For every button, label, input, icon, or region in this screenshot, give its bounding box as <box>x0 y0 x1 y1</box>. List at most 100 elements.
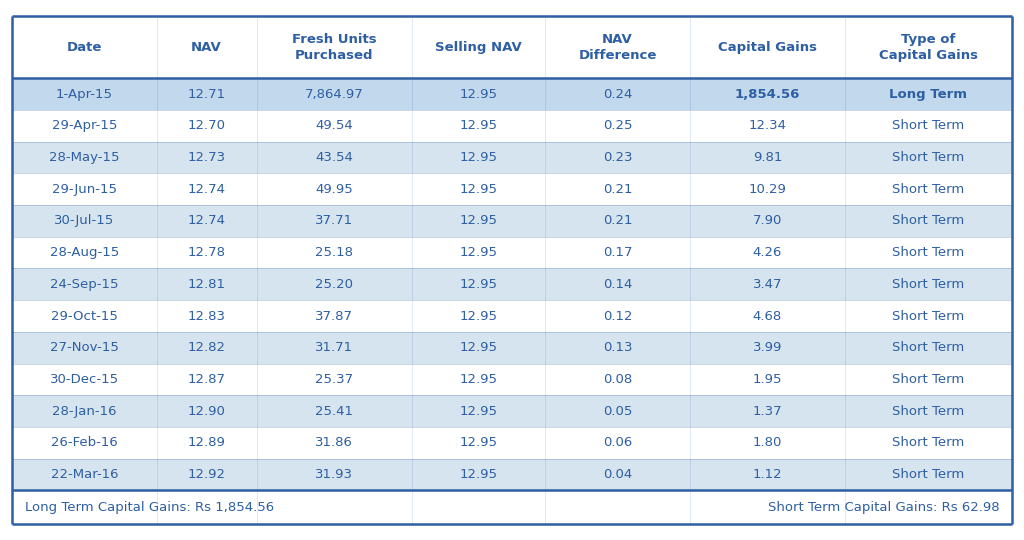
Text: NAV
Difference: NAV Difference <box>579 33 656 62</box>
Text: 26-Feb-16: 26-Feb-16 <box>51 436 118 449</box>
Text: 12.70: 12.70 <box>187 119 225 132</box>
Text: Short Term: Short Term <box>892 183 965 195</box>
Text: 31.93: 31.93 <box>315 468 353 481</box>
Text: 49.54: 49.54 <box>315 119 353 132</box>
Bar <box>12 237 1012 268</box>
Text: Short Term: Short Term <box>892 404 965 417</box>
Text: 0.08: 0.08 <box>603 373 632 386</box>
Text: Long Term Capital Gains: Rs 1,854.56: Long Term Capital Gains: Rs 1,854.56 <box>25 501 273 514</box>
Text: Date: Date <box>67 40 102 54</box>
Text: 12.95: 12.95 <box>460 341 498 354</box>
Bar <box>12 141 1012 173</box>
Text: 12.95: 12.95 <box>460 151 498 164</box>
Bar <box>12 395 1012 427</box>
Text: 28-May-15: 28-May-15 <box>49 151 120 164</box>
Bar <box>12 268 1012 300</box>
Text: 12.83: 12.83 <box>187 309 225 322</box>
Text: Fresh Units
Purchased: Fresh Units Purchased <box>292 33 377 62</box>
Text: 12.95: 12.95 <box>460 404 498 417</box>
Text: 0.04: 0.04 <box>603 468 632 481</box>
Text: Short Term: Short Term <box>892 214 965 227</box>
Bar <box>12 78 1012 110</box>
Text: 12.71: 12.71 <box>187 87 225 100</box>
Text: 37.87: 37.87 <box>315 309 353 322</box>
Text: 12.95: 12.95 <box>460 246 498 259</box>
Text: 29-Jun-15: 29-Jun-15 <box>52 183 117 195</box>
Text: 12.95: 12.95 <box>460 214 498 227</box>
Text: 10.29: 10.29 <box>749 183 786 195</box>
Text: 12.95: 12.95 <box>460 119 498 132</box>
Text: 12.95: 12.95 <box>460 468 498 481</box>
Text: Short Term: Short Term <box>892 278 965 291</box>
Text: Capital Gains: Capital Gains <box>718 40 817 54</box>
Text: 12.95: 12.95 <box>460 183 498 195</box>
Text: 0.17: 0.17 <box>603 246 632 259</box>
Text: 12.89: 12.89 <box>187 436 225 449</box>
Text: 22-Mar-16: 22-Mar-16 <box>51 468 118 481</box>
Bar <box>12 16 1012 78</box>
Text: 0.12: 0.12 <box>603 309 632 322</box>
Text: 25.37: 25.37 <box>315 373 353 386</box>
Bar <box>12 300 1012 332</box>
Text: Short Term Capital Gains: Rs 62.98: Short Term Capital Gains: Rs 62.98 <box>768 501 999 514</box>
Text: Selling NAV: Selling NAV <box>435 40 522 54</box>
Text: 28-Jan-16: 28-Jan-16 <box>52 404 117 417</box>
Text: 0.06: 0.06 <box>603 436 632 449</box>
Text: 1.12: 1.12 <box>753 468 782 481</box>
Text: 0.13: 0.13 <box>603 341 632 354</box>
Text: 1,854.56: 1,854.56 <box>735 87 800 100</box>
Bar <box>12 458 1012 490</box>
Text: 12.95: 12.95 <box>460 278 498 291</box>
Text: NAV: NAV <box>191 40 222 54</box>
Text: 28-Aug-15: 28-Aug-15 <box>50 246 119 259</box>
Bar <box>12 332 1012 363</box>
Text: Long Term: Long Term <box>890 87 968 100</box>
Text: 9.81: 9.81 <box>753 151 782 164</box>
Text: Short Term: Short Term <box>892 468 965 481</box>
Text: 12.90: 12.90 <box>187 404 225 417</box>
Text: 12.92: 12.92 <box>187 468 225 481</box>
Text: 4.68: 4.68 <box>753 309 782 322</box>
Text: 12.78: 12.78 <box>187 246 225 259</box>
Text: 12.95: 12.95 <box>460 436 498 449</box>
Bar <box>12 205 1012 237</box>
Text: Short Term: Short Term <box>892 309 965 322</box>
Text: 0.21: 0.21 <box>603 214 632 227</box>
Text: 0.14: 0.14 <box>603 278 632 291</box>
Text: Short Term: Short Term <box>892 341 965 354</box>
Text: 29-Apr-15: 29-Apr-15 <box>52 119 117 132</box>
Text: Short Term: Short Term <box>892 119 965 132</box>
Bar <box>12 427 1012 458</box>
Text: 12.81: 12.81 <box>187 278 225 291</box>
Text: 49.95: 49.95 <box>315 183 353 195</box>
Text: 30-Dec-15: 30-Dec-15 <box>50 373 119 386</box>
Text: 12.95: 12.95 <box>460 309 498 322</box>
Text: 0.21: 0.21 <box>603 183 632 195</box>
Text: 1.37: 1.37 <box>753 404 782 417</box>
Text: 3.47: 3.47 <box>753 278 782 291</box>
Text: 3.99: 3.99 <box>753 341 782 354</box>
Bar <box>12 110 1012 141</box>
Text: 1.80: 1.80 <box>753 436 782 449</box>
Text: 25.20: 25.20 <box>315 278 353 291</box>
Text: Short Term: Short Term <box>892 151 965 164</box>
Text: Short Term: Short Term <box>892 373 965 386</box>
Text: 27-Nov-15: 27-Nov-15 <box>50 341 119 354</box>
Text: Short Term: Short Term <box>892 246 965 259</box>
Text: 12.74: 12.74 <box>187 183 225 195</box>
Text: 31.86: 31.86 <box>315 436 353 449</box>
Text: 12.95: 12.95 <box>460 87 498 100</box>
Text: 24-Sep-15: 24-Sep-15 <box>50 278 119 291</box>
Text: 30-Jul-15: 30-Jul-15 <box>54 214 115 227</box>
Text: 12.87: 12.87 <box>187 373 225 386</box>
Text: Short Term: Short Term <box>892 436 965 449</box>
Text: 0.05: 0.05 <box>603 404 632 417</box>
Bar <box>12 490 1012 524</box>
Text: Type of
Capital Gains: Type of Capital Gains <box>879 33 978 62</box>
Text: 43.54: 43.54 <box>315 151 353 164</box>
Text: 12.95: 12.95 <box>460 373 498 386</box>
Text: 1-Apr-15: 1-Apr-15 <box>56 87 113 100</box>
Text: 12.34: 12.34 <box>749 119 786 132</box>
Text: 29-Oct-15: 29-Oct-15 <box>51 309 118 322</box>
Text: 12.74: 12.74 <box>187 214 225 227</box>
